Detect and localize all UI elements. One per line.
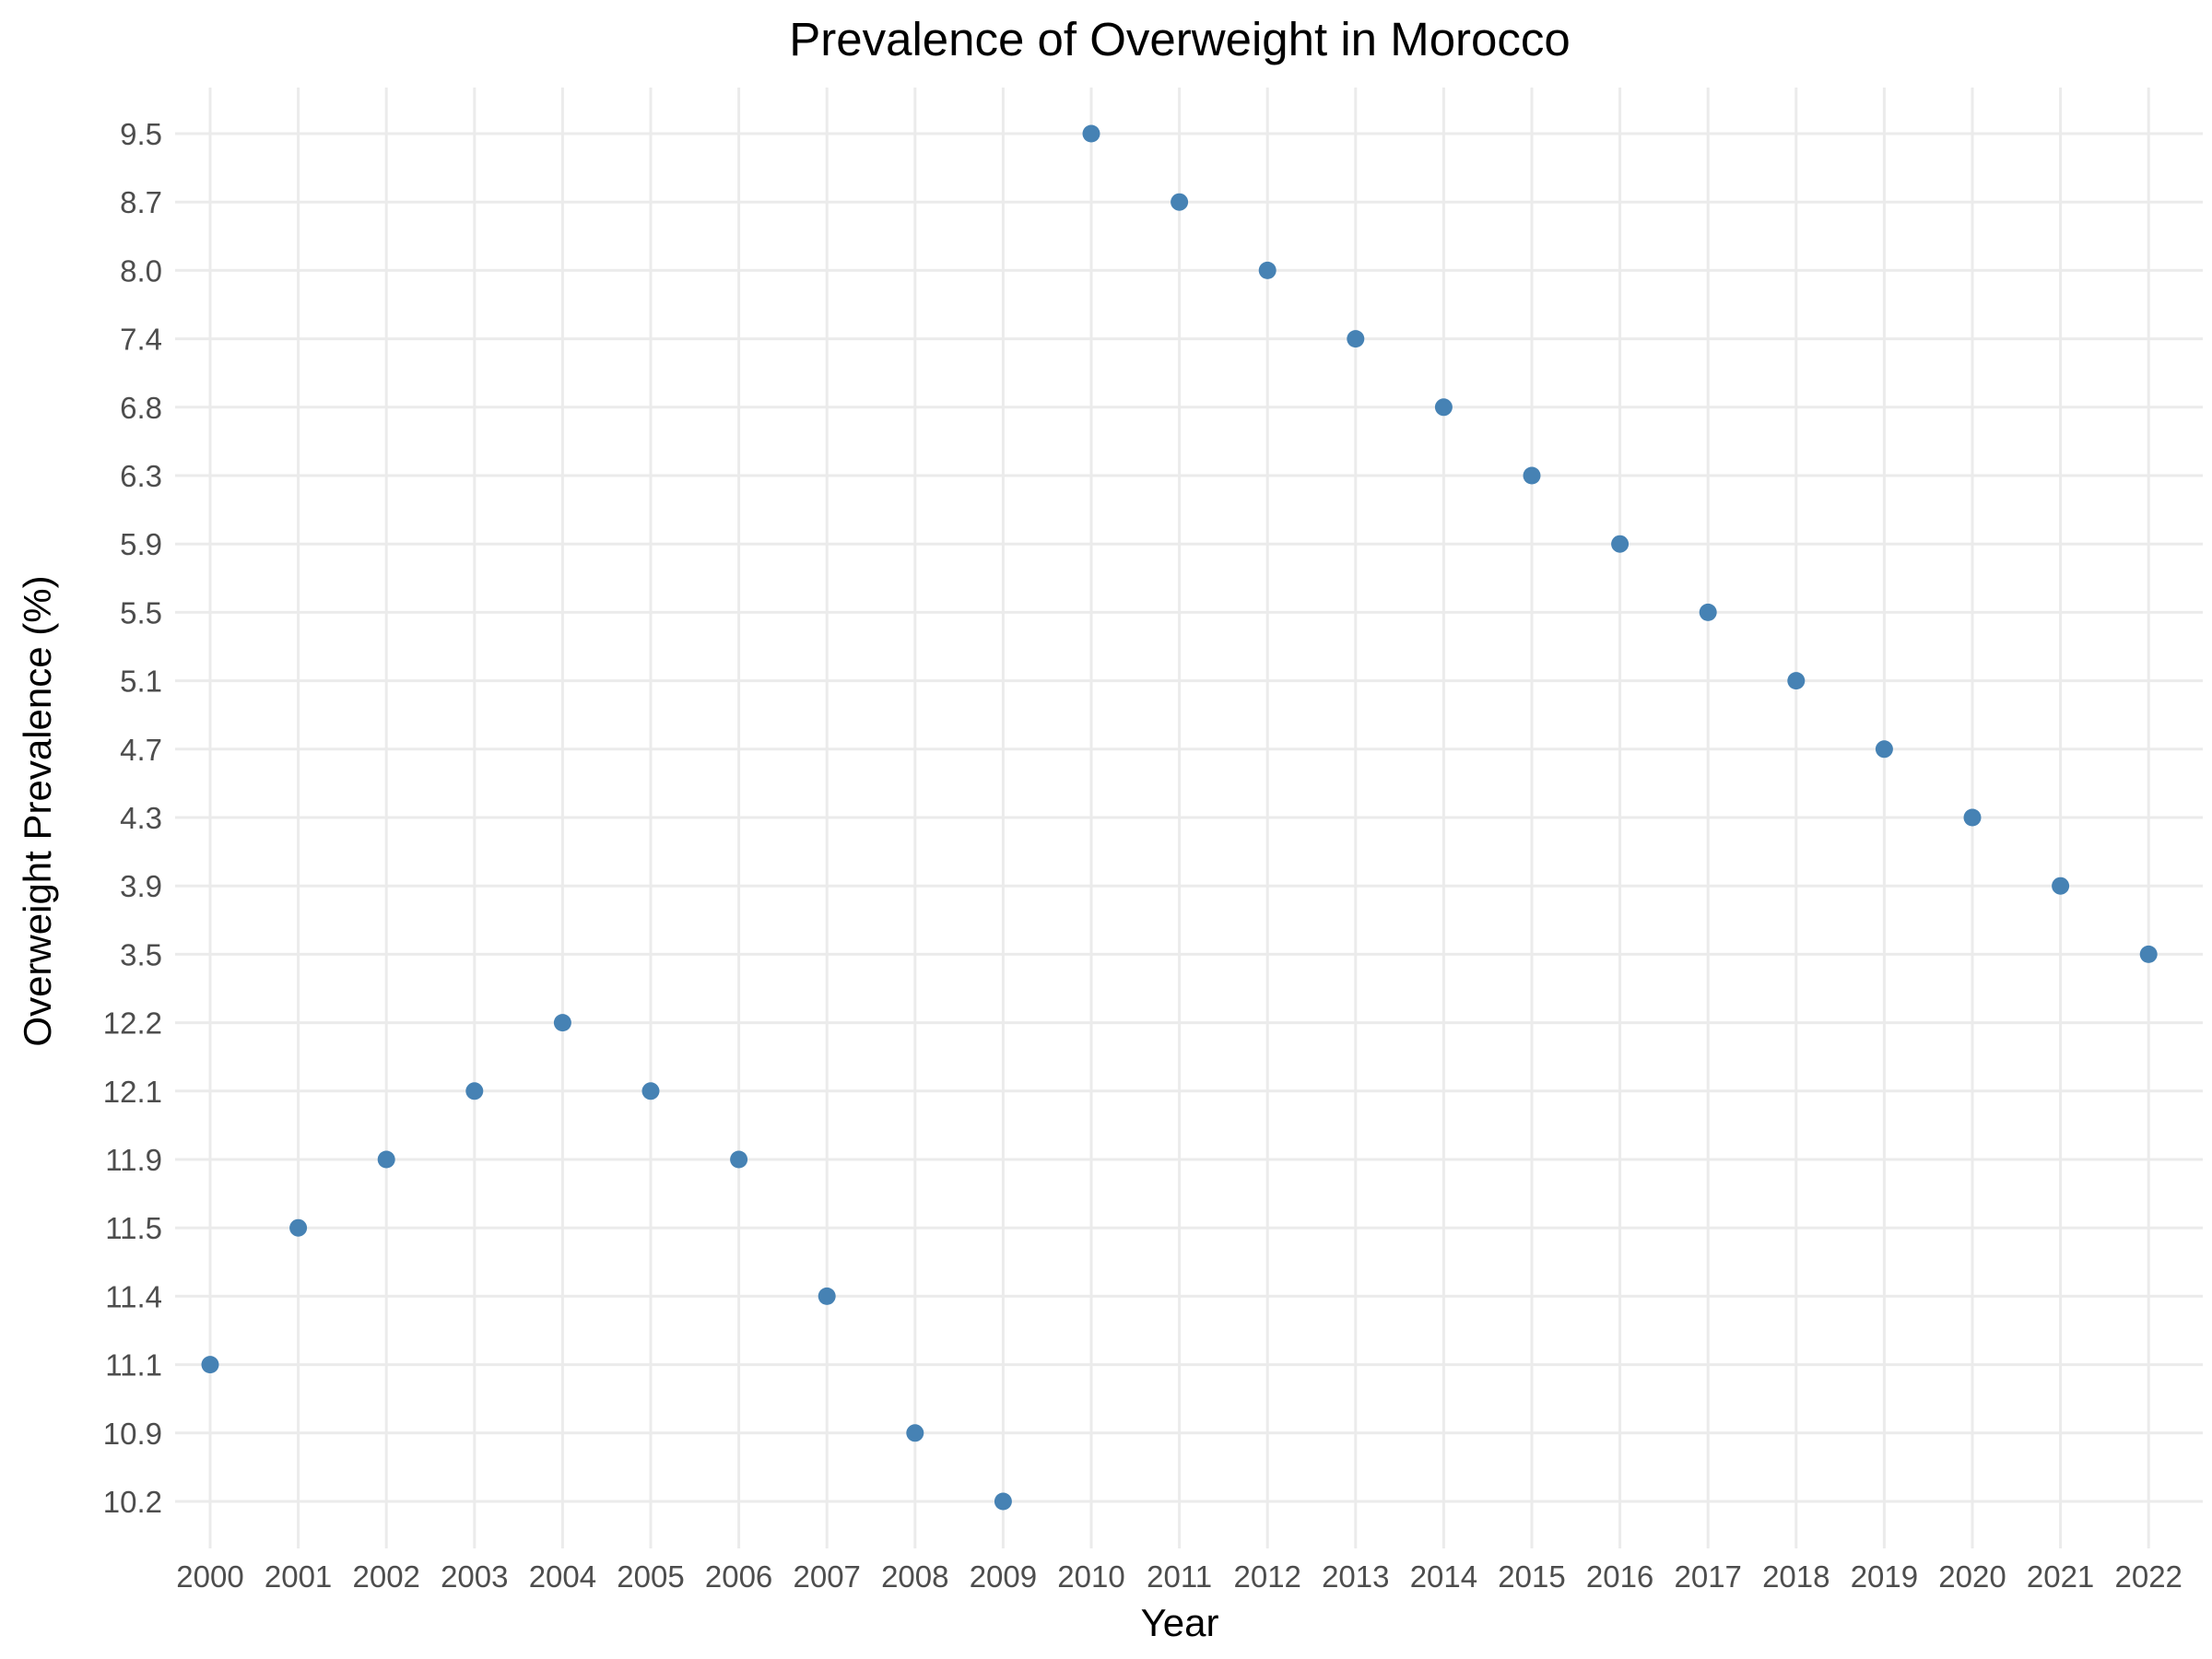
data-point — [641, 1082, 660, 1100]
x-tick-label: 2016 — [1586, 1559, 1653, 1594]
y-tick-label: 10.9 — [103, 1417, 162, 1451]
data-point — [2139, 945, 2158, 963]
x-tick-label: 2007 — [793, 1559, 860, 1594]
x-tick-label: 2019 — [1851, 1559, 1918, 1594]
y-tick-label: 11.4 — [105, 1279, 162, 1313]
x-tick-label: 2011 — [1147, 1559, 1212, 1594]
x-tick-label: 2008 — [881, 1559, 948, 1594]
x-tick-label: 2018 — [1762, 1559, 1830, 1594]
data-point — [730, 1150, 748, 1169]
y-axis-title: Overweight Prevalence (%) — [16, 575, 59, 1046]
y-gridlines — [175, 132, 2203, 1503]
data-point — [2052, 877, 2070, 895]
y-tick-label: 5.1 — [120, 665, 162, 699]
y-tick-label: 10.2 — [103, 1485, 162, 1519]
x-tick-label: 2010 — [1057, 1559, 1124, 1594]
data-point — [289, 1218, 308, 1237]
y-tick-labels: 10.2 10.9 11.1 11.4 11.5 11.9 12.1 12.2 3.5 3.9 4.… — [103, 117, 162, 1519]
y-tick-label: 8.0 — [120, 253, 162, 288]
data-points — [201, 124, 2158, 1511]
data-point — [377, 1150, 395, 1169]
x-axis-title: Year — [1141, 1601, 1219, 1644]
x-tick-labels: 2000 2001 2002 2003 2004 2005 2006 2007 2008 2009… — [176, 1559, 2183, 1594]
y-tick-label: 12.1 — [103, 1075, 162, 1109]
data-point — [818, 1287, 836, 1305]
y-tick-label: 7.4 — [120, 323, 162, 357]
data-point — [201, 1356, 219, 1374]
x-tick-label: 2003 — [441, 1559, 508, 1594]
x-tick-label: 2020 — [1938, 1559, 2006, 1594]
y-tick-label: 5.9 — [120, 527, 162, 561]
x-tick-label: 2000 — [176, 1559, 243, 1594]
data-point — [1347, 330, 1365, 348]
data-point — [1082, 124, 1100, 143]
x-tick-label: 2012 — [1233, 1559, 1300, 1594]
x-tick-label: 2009 — [970, 1559, 1037, 1594]
y-tick-label: 5.5 — [120, 595, 162, 629]
x-tick-label: 2022 — [2114, 1559, 2182, 1594]
y-tick-label: 11.5 — [105, 1211, 162, 1245]
data-point — [1258, 261, 1277, 279]
data-point — [1611, 535, 1630, 553]
chart-title: Prevalence of Overweight in Morocco — [789, 13, 1571, 65]
x-tick-label: 2013 — [1322, 1559, 1389, 1594]
y-tick-label: 8.7 — [120, 185, 162, 219]
x-tick-label: 2004 — [529, 1559, 596, 1594]
x-tick-label: 2002 — [352, 1559, 419, 1594]
data-point — [465, 1082, 484, 1100]
data-point — [1699, 603, 1717, 621]
y-tick-label: 3.5 — [120, 937, 162, 971]
data-point — [1875, 740, 1893, 759]
data-point — [1523, 466, 1541, 485]
y-tick-label: 11.1 — [105, 1348, 162, 1382]
data-point — [553, 1014, 571, 1032]
y-tick-label: 4.7 — [120, 733, 162, 767]
y-tick-label: 12.2 — [103, 1006, 162, 1041]
y-tick-label: 9.5 — [120, 117, 162, 151]
y-tick-label: 3.9 — [120, 869, 162, 903]
x-tick-label: 2017 — [1674, 1559, 1741, 1594]
data-point — [1434, 398, 1453, 417]
y-tick-label: 6.8 — [120, 391, 162, 425]
x-tick-label: 2001 — [265, 1559, 332, 1594]
x-tick-label: 2014 — [1410, 1559, 1477, 1594]
x-tick-label: 2006 — [705, 1559, 772, 1594]
y-tick-label: 6.3 — [120, 459, 162, 493]
x-tick-label: 2021 — [2027, 1559, 2094, 1594]
x-tick-label: 2005 — [617, 1559, 684, 1594]
y-tick-label: 4.3 — [120, 801, 162, 835]
data-point — [994, 1492, 1012, 1511]
x-tick-label: 2015 — [1498, 1559, 1565, 1594]
data-point — [906, 1424, 924, 1442]
data-point — [1963, 808, 1982, 827]
data-point — [1171, 193, 1189, 211]
y-tick-label: 11.9 — [105, 1143, 162, 1177]
data-point — [1787, 672, 1806, 690]
